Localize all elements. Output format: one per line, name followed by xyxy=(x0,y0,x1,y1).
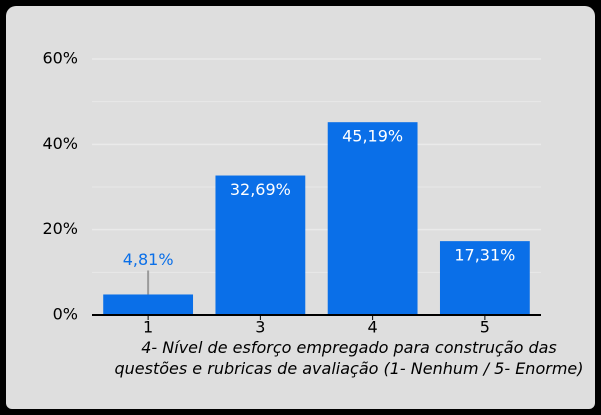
x-tick-label: 3 xyxy=(255,318,265,337)
y-tick-label: 20% xyxy=(42,219,78,238)
y-tick-label: 40% xyxy=(42,134,78,153)
x-tick-label: 4 xyxy=(368,318,378,337)
bar xyxy=(439,241,530,315)
x-tick-label: 5 xyxy=(480,318,490,337)
data-label: 45,19% xyxy=(342,127,403,146)
bar xyxy=(215,175,306,315)
y-tick-label: 60% xyxy=(42,49,78,68)
data-label: 32,69% xyxy=(230,180,291,199)
bar xyxy=(327,122,418,315)
data-label: 4,81% xyxy=(123,250,174,269)
x-axis-title: 4- Nível de esforço empregado para const… xyxy=(114,338,584,378)
x-tick-label: 1 xyxy=(143,318,153,337)
bar xyxy=(103,294,194,315)
y-tick-label: 0% xyxy=(53,305,78,324)
data-label: 17,31% xyxy=(454,246,515,265)
